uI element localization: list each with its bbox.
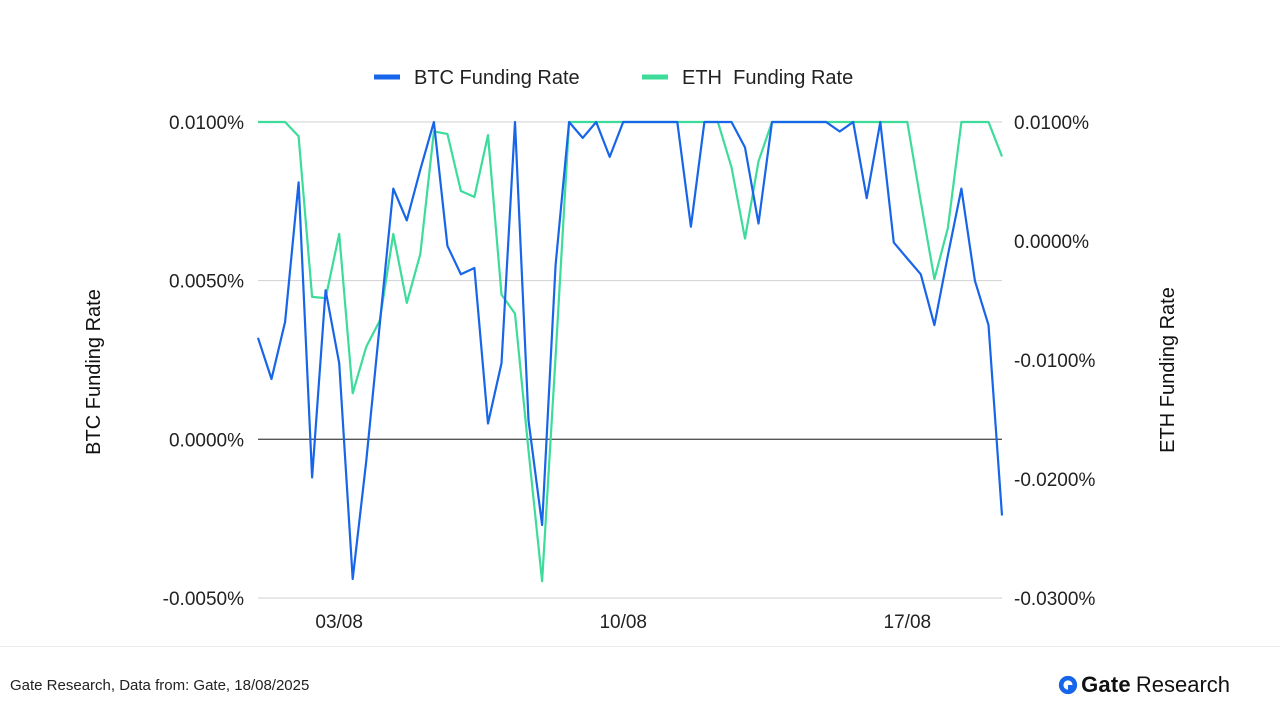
right-tick-label: 0.0100% [1014,113,1089,134]
legend-label-btc: BTC Funding Rate [414,67,580,89]
legend-label-eth: ETH Funding Rate [682,67,853,89]
source-note: Gate Research, Data from: Gate, 18/08/20… [10,677,310,694]
left-tick-label: 0.0100% [169,113,244,134]
right-tick-label: -0.0200% [1014,470,1095,491]
left-tick-label: -0.0050% [163,589,244,610]
x-axis-ticks: 03/08 10/08 17/08 [315,612,931,633]
brand-gate: Gate [1081,672,1131,697]
gridlines [258,121,1002,599]
right-tick-label: -0.0100% [1014,351,1095,372]
left-axis-ticks: -0.0050% 0.0000% 0.0050% 0.0100% [163,113,244,610]
gate-logo-icon [1058,675,1078,695]
brand-logo: Gate Research [1057,672,1230,698]
right-tick-label: 0.0000% [1014,232,1089,253]
series-layer [256,120,1004,583]
right-axis-title: ETH Funding Rate [1157,287,1179,453]
left-axis-title: BTC Funding Rate [83,289,105,455]
x-tick-label: 17/08 [884,612,932,633]
x-tick-label: 03/08 [315,612,363,633]
right-tick-label: -0.0300% [1014,589,1095,610]
left-tick-label: 0.0000% [169,430,244,451]
series-line-btc [256,120,1004,581]
legend: BTC Funding Rate ETH Funding Rate [374,67,853,89]
right-axis-ticks: -0.0300% -0.0200% -0.0100% 0.0000% 0.0100% [1014,113,1095,610]
x-tick-label: 10/08 [599,612,647,633]
footer-divider [0,646,1280,647]
series-line-eth [258,120,1004,583]
funding-rate-chart: -0.0050%0.0000%0.0050%0.0100% -0.0300%-0… [83,67,1179,633]
left-tick-label: 0.0050% [169,272,244,293]
brand-research: Research [1135,672,1230,697]
